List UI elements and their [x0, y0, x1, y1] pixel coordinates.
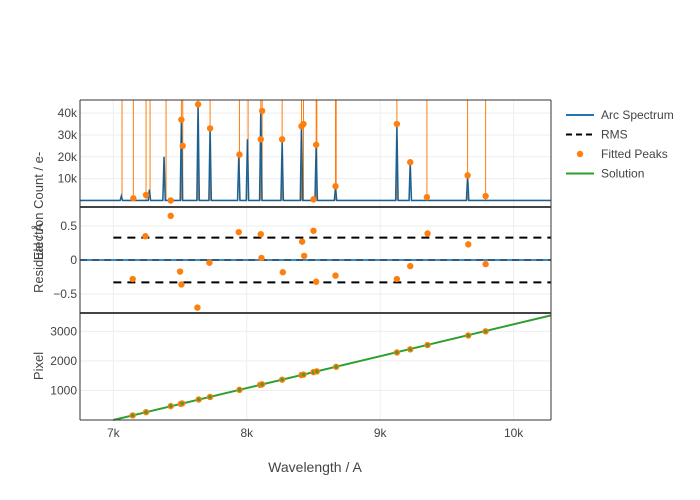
fitted-peak-point	[393, 120, 401, 128]
pixel-point-overlay	[408, 347, 413, 352]
residual-point	[332, 272, 339, 279]
legend[interactable]: Arc Spectrum RMS Fitted Peaks Solution	[566, 108, 674, 181]
fitted-peak-point	[312, 141, 320, 148]
panel-frames	[79, 99, 552, 421]
legend-item-solution[interactable]: Solution	[566, 167, 644, 181]
pixel-point-overlay	[425, 343, 430, 347]
fitted-peak-point	[179, 142, 186, 150]
residual-point	[206, 259, 213, 266]
solution-line	[113, 314, 552, 421]
axes: 7k 8k 9k 10k 10k 20k 30k 40k 0.5 0 −0.5 1000 2000 300…	[50, 106, 524, 440]
legend-label: Arc Spectrum	[601, 108, 674, 122]
y-tick-label: −0.5	[53, 287, 77, 301]
residual-point	[298, 238, 306, 245]
pixel-point-overlay	[208, 395, 212, 399]
y-axis-title-pixel: Pixel	[31, 352, 46, 380]
pixel-point-overlay	[315, 369, 319, 374]
y-tick-label: 30k	[58, 128, 78, 142]
pixel-point-overlay	[483, 329, 488, 334]
y-axis-title-electron-count: Electron Count / e-	[31, 152, 46, 260]
y-tick-label: 0	[70, 253, 77, 267]
pixel-point-overlay	[237, 388, 242, 392]
y-tick-label: 10k	[58, 172, 78, 186]
residual-point	[424, 230, 431, 237]
x-tick-label: 7k	[107, 426, 121, 440]
fitted-peak-point	[278, 136, 286, 143]
y-tick-label: 3000	[50, 324, 77, 338]
fitted-peak-point	[206, 125, 214, 132]
pixel-point-overlay	[144, 410, 148, 414]
residual-point	[235, 228, 242, 236]
pixel-point-overlay	[280, 377, 284, 382]
fitted-peak-point	[236, 151, 243, 158]
residual-point	[129, 275, 136, 283]
fitted-peak-point	[258, 107, 266, 115]
residual-point	[393, 275, 401, 283]
plot-area	[80, 100, 552, 421]
residual-point	[178, 281, 185, 288]
legend-label: Fitted Peaks	[601, 147, 668, 161]
fitted-peak-point	[142, 191, 150, 199]
residual-point	[279, 269, 287, 276]
residual-point	[257, 230, 264, 238]
pixel-point-overlay	[260, 382, 264, 387]
y-tick-label: 2000	[50, 354, 77, 368]
residual-point	[258, 254, 265, 262]
fitted-peak-point	[423, 193, 431, 201]
fitted-peak-point	[178, 116, 185, 123]
pixel-point-overlay	[130, 413, 135, 418]
residual-point	[176, 268, 184, 275]
residual-point	[312, 278, 320, 285]
x-axis-title: Wavelength / A	[268, 459, 362, 475]
residual-point	[194, 304, 201, 311]
fitted-peak-point	[167, 197, 174, 204]
pixel-point-overlay	[334, 364, 338, 369]
legend-item-rms[interactable]: RMS	[566, 128, 628, 142]
fitted-peak-point	[130, 195, 137, 202]
pixel-point-overlay	[180, 401, 184, 406]
y-tick-label: 1000	[50, 383, 77, 397]
fitted-peak-point	[332, 183, 339, 190]
fitted-peak-point	[194, 101, 202, 108]
pixel-point-overlay	[301, 372, 306, 377]
fitted-peak-point	[464, 172, 471, 179]
arc-spectrum-outline	[80, 104, 551, 201]
legend-swatch-dot	[576, 150, 584, 158]
fitted-peak-point	[310, 196, 317, 203]
y-tick-label: 40k	[58, 106, 78, 120]
pixel-point-overlay	[466, 333, 471, 338]
residual-point	[465, 241, 472, 248]
residual-point	[142, 233, 149, 240]
y-tick-label: 20k	[58, 150, 78, 164]
residual-point	[482, 260, 489, 268]
y-axis-title-residual: Residual / Å	[31, 223, 46, 293]
residual-point	[407, 262, 414, 270]
x-tick-label: 9k	[374, 426, 388, 440]
x-tick-label: 10k	[504, 426, 524, 440]
fitted-peak-point	[257, 136, 264, 143]
x-tick-label: 8k	[240, 426, 254, 440]
pixel-point-overlay	[168, 404, 173, 408]
legend-item-peaks[interactable]: Fitted Peaks	[576, 147, 668, 161]
legend-item-arc[interactable]: Arc Spectrum	[566, 108, 674, 122]
legend-label: Solution	[601, 167, 644, 181]
fitted-peak-point	[300, 120, 307, 128]
residual-point	[310, 227, 317, 234]
residual-point	[300, 252, 308, 260]
residual-point	[167, 212, 174, 220]
pixel-point-overlay	[395, 350, 399, 355]
pixel-point-overlay	[196, 397, 201, 402]
legend-label: RMS	[601, 128, 628, 142]
y-tick-label: 0.5	[60, 219, 77, 233]
fitted-peak-point	[407, 159, 414, 166]
fitted-peak-point	[482, 192, 489, 200]
